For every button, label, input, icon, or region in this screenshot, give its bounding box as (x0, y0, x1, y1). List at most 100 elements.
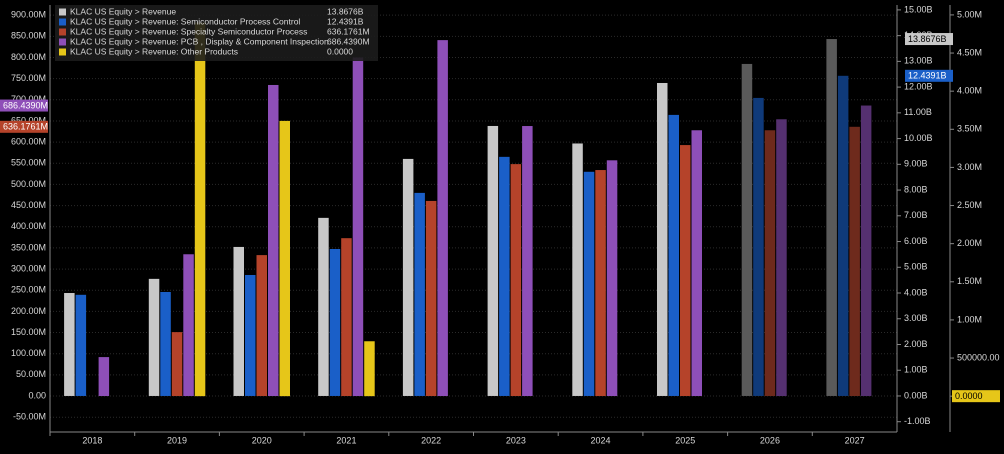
bar (268, 84, 279, 397)
legend-swatch (59, 48, 66, 56)
bar (741, 63, 753, 396)
bar (668, 114, 679, 396)
bar (860, 105, 872, 397)
x-tick-label: 2024 (591, 435, 611, 445)
bar (352, 57, 364, 397)
bar (341, 238, 352, 397)
bar (510, 164, 522, 397)
bar (233, 246, 244, 396)
legend-label: KLAC US Equity > Revenue: PCB , Display … (70, 36, 329, 46)
x-tick-label: 2026 (760, 435, 780, 445)
y2-tick-label: 2.00B (904, 339, 928, 349)
y2-tick-label: 12.00B (904, 81, 933, 91)
bar (402, 158, 414, 396)
bar (849, 126, 860, 397)
y2-tick-label: 7.00B (904, 210, 928, 220)
legend-value: 0.0000 (327, 46, 353, 56)
y3-tick-label: 1.00M (957, 314, 982, 324)
y-tick-label: 0.00 (28, 390, 46, 400)
value-tag (905, 33, 953, 46)
y-tick-label: 650.00M (11, 115, 46, 125)
y-tick-label: 150.00M (11, 327, 46, 337)
bar (171, 332, 183, 397)
bar (414, 192, 425, 396)
bar (753, 97, 764, 396)
value-tag-label: 13.8676B (908, 34, 947, 44)
bar (657, 82, 668, 396)
y3-tick-label: 1.50M (957, 276, 982, 286)
legend-swatch (59, 8, 66, 16)
x-tick-label: 2021 (336, 435, 356, 445)
y2-tick-label: 6.00B (904, 236, 928, 246)
x-tick-label: 2020 (252, 435, 272, 445)
y2-tick-label: 3.00B (904, 313, 928, 323)
y-tick-label: 450.00M (11, 200, 46, 210)
y2-tick-label: 4.00B (904, 287, 928, 297)
y-tick-label: 800.00M (11, 52, 46, 62)
value-tag-label: 12.4391B (908, 71, 947, 81)
bar (256, 255, 267, 397)
y3-tick-label: 3.00M (957, 162, 982, 172)
x-tick-label: 2027 (845, 435, 865, 445)
y-tick-label: 100.00M (11, 348, 46, 358)
y3-tick-label: 4.00M (957, 86, 982, 96)
bar (776, 119, 787, 397)
y-tick-label: 400.00M (11, 221, 46, 231)
bar (64, 293, 75, 396)
bar (522, 126, 533, 397)
bar (75, 294, 87, 396)
bar (437, 40, 448, 397)
bar (148, 278, 160, 396)
y3-tick-label: 2.00M (957, 238, 982, 248)
legend-value: 12.4391B (327, 16, 364, 26)
y2-tick-label: -1.00B (904, 416, 931, 426)
y3-tick-label: 3.50M (957, 124, 982, 134)
bar (572, 143, 583, 396)
legend-swatch (59, 38, 66, 46)
y-tick-label: 700.00M (11, 94, 46, 104)
legend-value: 13.8676B (327, 6, 364, 16)
legend-label: KLAC US Equity > Revenue: Other Products (70, 46, 238, 56)
bar (837, 75, 849, 396)
y2-tick-label: 15.00B (904, 4, 933, 14)
y3-tick-label: 2.50M (957, 200, 982, 210)
y3-tick-label: 4.50M (957, 47, 982, 57)
bar (329, 249, 341, 396)
bar (98, 357, 110, 397)
value-tag (0, 99, 48, 112)
y2-tick-label: 9.00B (904, 159, 928, 169)
y2-tick-label: 11.00B (904, 107, 932, 117)
y-tick-label: -50.00M (13, 412, 46, 422)
bar (606, 160, 618, 397)
y3-tick-label: 5.00M (957, 9, 982, 19)
y-tick-label: 350.00M (11, 242, 46, 252)
y-tick-label: 250.00M (11, 285, 46, 295)
y2-tick-label: 10.00B (904, 133, 933, 143)
value-tag (0, 120, 48, 133)
y-tick-label: 550.00M (11, 158, 46, 168)
bar (160, 291, 171, 396)
bar (425, 200, 437, 397)
bar (826, 39, 837, 396)
legend-box (55, 5, 378, 61)
legend: KLAC US Equity > Revenue 13.8676B KLAC US … (55, 5, 378, 61)
x-tick-label: 2023 (506, 435, 526, 445)
bar (364, 341, 375, 397)
y-tick-label: 750.00M (11, 73, 46, 83)
y3-tick-label: 500000.00 (957, 352, 1000, 362)
y-tick-label: 850.00M (11, 31, 46, 41)
legend-swatch (59, 28, 66, 36)
legend-swatch (59, 18, 66, 26)
value-tag-label: 0.0000 (955, 391, 983, 401)
bar (487, 125, 499, 396)
y2-tick-label: 1.00B (904, 365, 928, 375)
bar (691, 130, 702, 397)
legend-value: 636.1761M (327, 26, 370, 36)
y2-tick-label: 13.00B (904, 56, 933, 66)
bar (245, 274, 256, 396)
legend-label: KLAC US Equity > Revenue (70, 6, 176, 16)
bar (318, 217, 329, 396)
legend-label: KLAC US Equity > Revenue: Specialty Semi… (70, 26, 307, 36)
value-tag (905, 69, 953, 82)
